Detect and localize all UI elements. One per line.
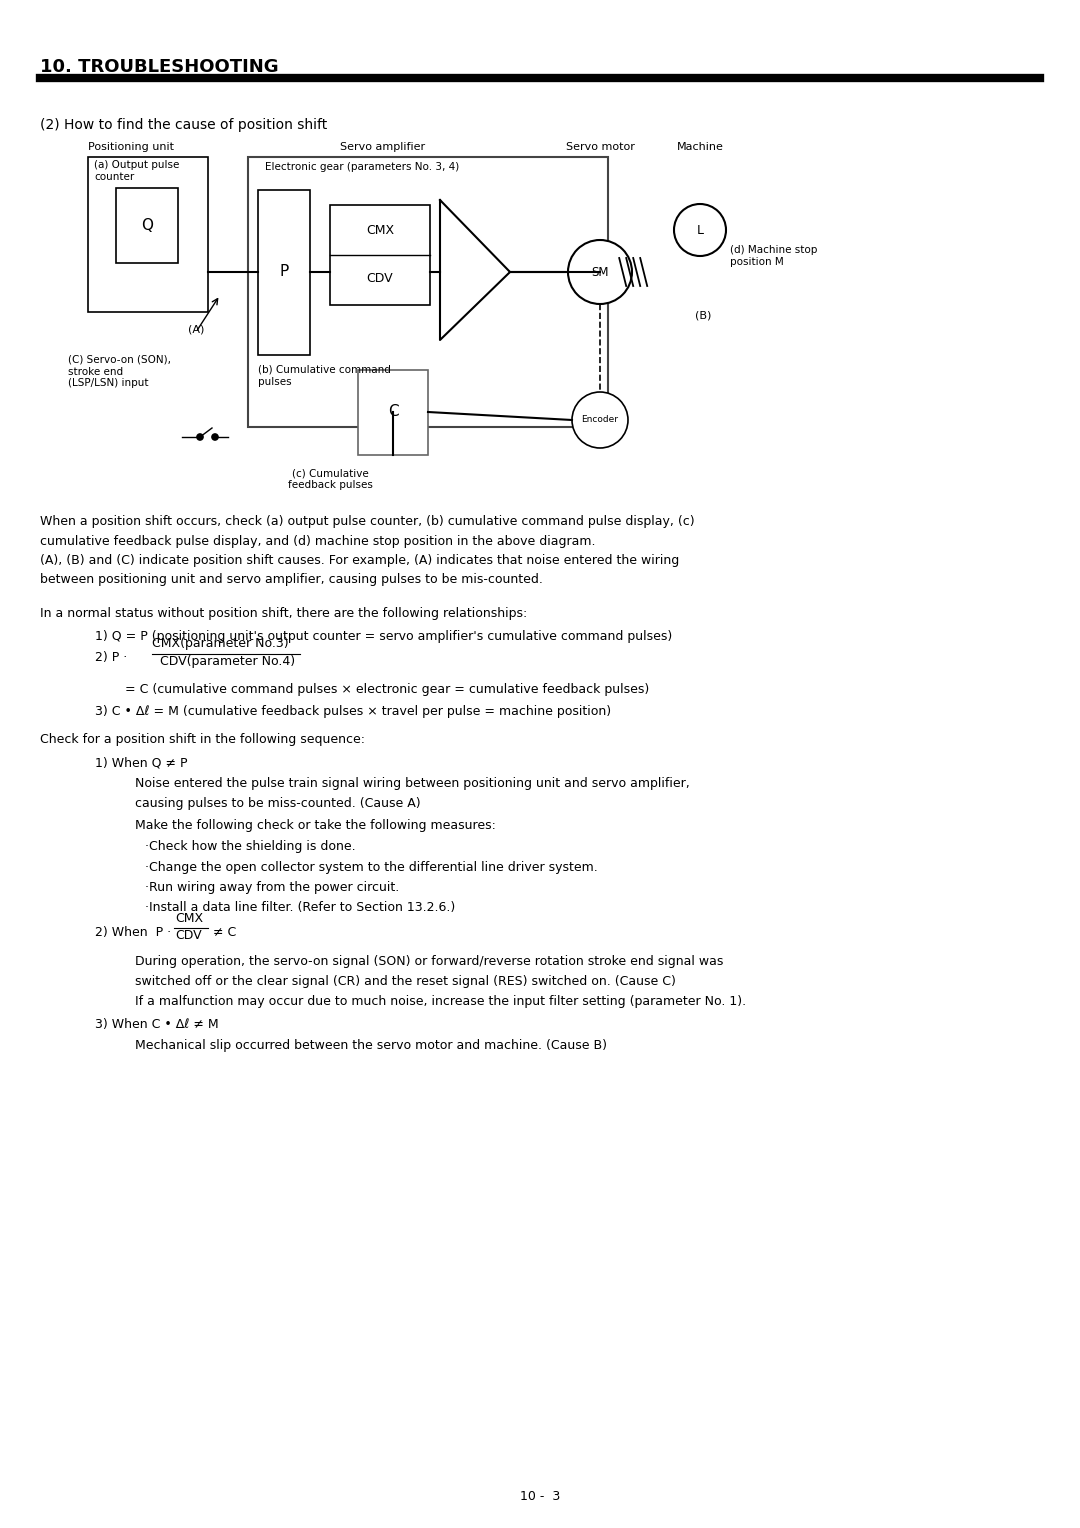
Text: Mechanical slip occurred between the servo motor and machine. (Cause B): Mechanical slip occurred between the ser… — [135, 1039, 607, 1053]
Text: = C (cumulative command pulses × electronic gear = cumulative feedback pulses): = C (cumulative command pulses × electro… — [125, 683, 649, 695]
Text: Check for a position shift in the following sequence:: Check for a position shift in the follow… — [40, 732, 365, 746]
Text: During operation, the servo-on signal (SON) or forward/reverse rotation stroke e: During operation, the servo-on signal (S… — [135, 955, 724, 969]
Text: (C) Servo-on (SON),
stroke end
(LSP/LSN) input: (C) Servo-on (SON), stroke end (LSP/LSN)… — [68, 354, 171, 388]
Text: between positioning unit and servo amplifier, causing pulses to be mis-counted.: between positioning unit and servo ampli… — [40, 573, 543, 587]
Text: Noise entered the pulse train signal wiring between positioning unit and servo a: Noise entered the pulse train signal wir… — [135, 778, 690, 790]
Text: (A): (A) — [188, 325, 204, 335]
Bar — [248, 157, 608, 426]
Text: In a normal status without position shift, there are the following relationships: In a normal status without position shif… — [40, 607, 527, 619]
Text: switched off or the clear signal (CR) and the reset signal (RES) switched on. (C: switched off or the clear signal (CR) an… — [135, 975, 676, 989]
Text: CDV: CDV — [175, 929, 202, 941]
Text: (B): (B) — [696, 310, 712, 319]
Circle shape — [212, 434, 218, 440]
Text: 10 -  3: 10 - 3 — [519, 1490, 561, 1504]
Text: 2) When  P ·: 2) When P · — [95, 926, 171, 940]
Text: (a) Output pulse
counter: (a) Output pulse counter — [94, 160, 179, 182]
Bar — [87, 157, 208, 312]
Text: CMX: CMX — [175, 912, 203, 924]
Text: (2) How to find the cause of position shift: (2) How to find the cause of position sh… — [40, 118, 327, 131]
Text: ‧Install a data line filter. (Refer to Section 13.2.6.): ‧Install a data line filter. (Refer to S… — [145, 902, 456, 914]
Text: When a position shift occurs, check (a) output pulse counter, (b) cumulative com: When a position shift occurs, check (a) … — [40, 515, 694, 529]
Text: CDV: CDV — [367, 272, 393, 284]
Text: Q: Q — [141, 217, 153, 232]
Text: 10. TROUBLESHOOTING: 10. TROUBLESHOOTING — [40, 58, 279, 76]
Text: Servo amplifier: Servo amplifier — [340, 142, 426, 151]
Bar — [258, 189, 310, 354]
Text: ≠ C: ≠ C — [213, 926, 237, 940]
Text: 2) P ·: 2) P · — [95, 651, 127, 665]
Text: SM: SM — [591, 266, 609, 278]
Text: CDV(parameter No.4): CDV(parameter No.4) — [160, 654, 295, 668]
Text: CMX(parameter No.3): CMX(parameter No.3) — [152, 637, 288, 651]
Text: If a malfunction may occur due to much noise, increase the input filter setting : If a malfunction may occur due to much n… — [135, 995, 746, 1007]
Text: C: C — [388, 405, 399, 420]
Text: Electronic gear (parameters No. 3, 4): Electronic gear (parameters No. 3, 4) — [265, 162, 459, 173]
Text: CMX: CMX — [366, 223, 394, 237]
Bar — [116, 188, 178, 263]
Circle shape — [572, 393, 627, 448]
Text: ‧Change the open collector system to the differential line driver system.: ‧Change the open collector system to the… — [145, 860, 597, 874]
Text: ‧Check how the shielding is done.: ‧Check how the shielding is done. — [145, 840, 355, 853]
Text: Machine: Machine — [676, 142, 724, 151]
Text: ‧Run wiring away from the power circuit.: ‧Run wiring away from the power circuit. — [145, 882, 400, 894]
Text: 1) When Q ≠ P: 1) When Q ≠ P — [95, 756, 188, 769]
Text: (d) Machine stop
position M: (d) Machine stop position M — [730, 244, 818, 266]
Text: 3) When C • Δℓ ≠ M: 3) When C • Δℓ ≠ M — [95, 1018, 218, 1031]
Text: Make the following check or take the following measures:: Make the following check or take the fol… — [135, 819, 496, 831]
Text: L: L — [697, 223, 703, 237]
Text: 3) C • Δℓ = M (cumulative feedback pulses × travel per pulse = machine position): 3) C • Δℓ = M (cumulative feedback pulse… — [95, 704, 611, 718]
Bar — [330, 205, 430, 306]
Circle shape — [674, 205, 726, 257]
Circle shape — [197, 434, 203, 440]
Text: Servo motor: Servo motor — [566, 142, 634, 151]
Text: cumulative feedback pulse display, and (d) machine stop position in the above di: cumulative feedback pulse display, and (… — [40, 535, 595, 547]
Bar — [357, 370, 428, 455]
Text: P: P — [280, 264, 288, 280]
Text: 1) Q = P (positioning unit's output counter = servo amplifier's cumulative comma: 1) Q = P (positioning unit's output coun… — [95, 630, 672, 643]
Text: (A), (B) and (C) indicate position shift causes. For example, (A) indicates that: (A), (B) and (C) indicate position shift… — [40, 555, 679, 567]
Circle shape — [568, 240, 632, 304]
Text: (b) Cumulative command
pulses: (b) Cumulative command pulses — [258, 365, 391, 387]
Text: Positioning unit: Positioning unit — [87, 142, 174, 151]
Text: (c) Cumulative
feedback pulses: (c) Cumulative feedback pulses — [287, 468, 373, 489]
Text: Encoder: Encoder — [581, 416, 619, 425]
Text: causing pulses to be miss-counted. (Cause A): causing pulses to be miss-counted. (Caus… — [135, 798, 420, 810]
